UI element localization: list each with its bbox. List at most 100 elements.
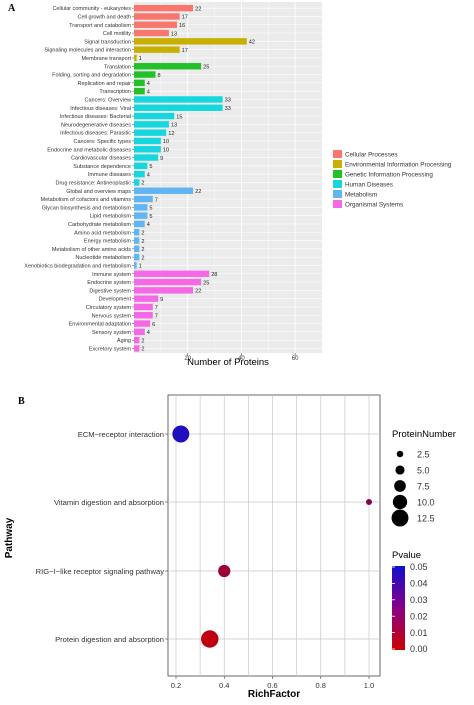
bar-value-label: 17 (182, 48, 188, 54)
bar-category-label: Cardiovascular diseases (71, 156, 131, 162)
bubble-point (201, 630, 219, 648)
bar-category-label: Global and overview maps (66, 189, 131, 195)
bar-value-label: 5 (149, 206, 152, 212)
bar-category-labels: Cellular community - eukaryotes Cell grow… (24, 6, 134, 352)
bar-value-label: 7 (155, 313, 158, 319)
bar-value-label: 33 (225, 98, 231, 104)
bar-category-label: Nervous system (92, 313, 132, 319)
bar-value-label: 4 (147, 89, 150, 95)
bar-value-label: 9 (160, 297, 163, 303)
bar-category-label: Energy metabolism (84, 239, 131, 245)
bar-value-label: 6 (152, 322, 155, 328)
protein-number-legend: ProteinNumber 2.5 5.0 7.5 10.0 12.5 (391, 429, 456, 527)
bubble-points (172, 425, 372, 648)
bar-category-label: Xenobiotics biodegradation and metabolis… (24, 263, 131, 269)
legend-swatch (333, 190, 342, 198)
bubble-x-tick-label: 1.0 (364, 681, 374, 690)
bar (134, 162, 148, 170)
bar-category-label: Infectious diseases: Viral (70, 106, 131, 112)
pvalue-legend-title: Pvalue (392, 550, 421, 561)
bar-value-label: 13 (171, 123, 177, 129)
legend-item-label: Metabolism (345, 192, 377, 199)
bar-category-label: Membrane transport (81, 56, 131, 62)
size-legend-label: 12.5 (417, 514, 435, 524)
bar (134, 96, 223, 103)
bar-value-label: 8 (157, 73, 160, 79)
size-legend-dot (396, 450, 404, 458)
bubble-x-tick-label: 0.2 (171, 681, 181, 690)
bar-value-label: 17 (182, 15, 188, 21)
bar-value-label: 25 (203, 64, 209, 70)
bar-category-label: Infectious diseases: Bacterial (60, 114, 131, 120)
bar-value-label: 22 (195, 289, 201, 295)
bar-value-label: 4 (147, 172, 150, 178)
bar-category-label: Development (99, 297, 132, 303)
bubble-pathway-labels: ECM−receptor interaction Vitamin digestio… (36, 430, 168, 644)
pathway-label: ECM−receptor interaction (78, 430, 164, 439)
bar (134, 187, 194, 194)
bar-value-label: 9 (160, 156, 163, 162)
bar-value-label: 2 (141, 347, 144, 353)
size-legend-label: 10.0 (417, 498, 435, 508)
bar (134, 262, 137, 269)
bar-category-label: Cell growth and death (77, 14, 131, 20)
bar-x-tick-label: 60 (292, 356, 299, 362)
colorbar-tick-label: 0.00 (410, 644, 428, 654)
bar (134, 129, 167, 136)
bar (134, 287, 194, 294)
bar-category-label: Transport and catabolism (69, 23, 131, 29)
legend-swatch (333, 170, 342, 178)
bar (134, 71, 156, 78)
bar-category-label: Endocrine system (87, 280, 131, 286)
panel-a-label: A (8, 3, 16, 14)
bar-value-label: 28 (211, 272, 217, 278)
bar-category-label: Environmental adaptation (69, 322, 131, 328)
bar (134, 121, 169, 128)
bar-value-label: 10 (163, 147, 169, 153)
size-legend-label: 2.5 (417, 450, 430, 460)
legend-swatch (333, 200, 342, 208)
bar-category-label: Cancers: Overview (85, 97, 131, 103)
bubble-x-axis-title: RichFactor (248, 689, 300, 700)
bar (134, 154, 159, 161)
bar-value-label: 33 (225, 106, 231, 112)
bar-category-label: Amino acid metabolism (74, 230, 131, 236)
bar-category-label: Immune system (92, 272, 131, 278)
bar (134, 328, 145, 336)
bar-category-label: Translation (104, 64, 131, 70)
size-legend-title: ProteinNumber (392, 429, 456, 440)
bar (134, 170, 145, 178)
bubble-y-axis-title: Pathway (4, 517, 15, 558)
bar (134, 212, 148, 219)
bar (134, 146, 161, 153)
size-legend-dot (391, 509, 409, 527)
bar-category-label: Replication and repair (77, 81, 131, 87)
bar-category-label: Folding, sorting and degradation (52, 73, 131, 79)
bar-value-label: 5 (149, 164, 152, 170)
bar-value-label: 15 (176, 114, 182, 120)
legend-swatch (333, 180, 342, 188)
bar-value-label: 2 (141, 338, 144, 344)
bar (134, 253, 140, 261)
bar (134, 237, 140, 244)
bar (134, 336, 140, 344)
bubble-x-tick-label: 0.6 (267, 681, 277, 690)
pathway-label: Vitamin digestion and absorption (54, 498, 164, 507)
bar (134, 220, 145, 228)
pvalue-legend: Pvalue 0.05 0.04 0.03 0.02 0.01 0.00 (392, 550, 428, 654)
bar (134, 21, 177, 28)
bar-value-label: 12 (168, 131, 174, 137)
bar-category-label: Excretory system (89, 346, 132, 352)
bar-category-label: Cellular community - eukaryotes (52, 6, 131, 12)
bar (134, 270, 210, 277)
bar-category-label: Cell motility (103, 31, 131, 37)
bar-value-label: 2 (141, 239, 144, 245)
bar (134, 63, 202, 70)
bar-category-label: Carbohydrate metabolism (68, 222, 131, 228)
legend-swatch (333, 150, 342, 158)
bar (134, 345, 140, 352)
legend-swatch (333, 160, 342, 168)
bar-category-label: Aging (117, 338, 131, 344)
bar (134, 278, 202, 286)
legend-item-label: Genetic Information Processing (345, 172, 433, 179)
